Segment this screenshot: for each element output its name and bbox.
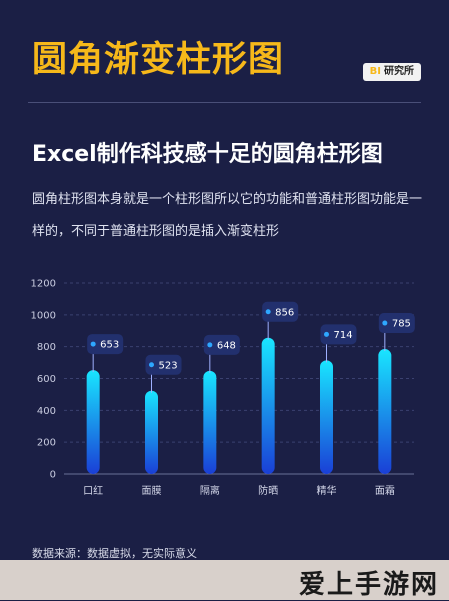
bar	[145, 390, 158, 474]
badge-prefix: BI	[369, 66, 381, 77]
bar	[378, 349, 392, 474]
brand-badge: BI 研究所	[362, 63, 421, 81]
data-label-background	[145, 354, 182, 375]
data-label-background	[203, 334, 240, 355]
page-title: 圆角渐变柱形图	[32, 40, 285, 80]
data-marker	[265, 309, 271, 315]
x-tick-label: 面霜	[375, 485, 395, 497]
data-label: 714	[334, 330, 353, 341]
x-tick-label: 面膜	[142, 485, 162, 497]
y-tick-label: 400	[37, 406, 56, 417]
bar	[203, 370, 217, 474]
data-marker	[382, 320, 388, 326]
badge-text: 研究所	[384, 66, 414, 77]
bar	[261, 337, 275, 474]
data-marker	[324, 331, 329, 337]
y-tick-label: 1000	[31, 310, 56, 321]
x-tick-label: 口红	[83, 484, 103, 497]
x-tick-label: 隔离	[200, 484, 220, 497]
data-label: 648	[217, 340, 236, 351]
y-tick-label: 800	[37, 342, 56, 353]
y-tick-label: 0	[50, 470, 56, 481]
data-label: 856	[275, 307, 294, 318]
data-label-background	[87, 334, 124, 355]
data-marker	[207, 342, 213, 348]
data-label: 523	[159, 360, 178, 371]
x-tick-label: 精华	[317, 484, 337, 497]
bar-chart: 0 200 400 600 800 1000 1200 653 口红 523 面膜 648 隔离 856…	[31, 279, 415, 497]
header-divider	[28, 102, 421, 103]
source-note: 数据来源：数据虚拟，无实际意义	[32, 547, 197, 560]
description: 圆角柱形图本身就是一个柱形图所以它的功能和普通柱形图功能是一样的，不同于普通柱形…	[32, 192, 423, 239]
subtitle: Excel制作科技感十足的圆角柱形图	[32, 142, 383, 167]
watermark-band: 爱上手游网	[0, 560, 449, 600]
y-tick-label: 200	[37, 438, 56, 449]
data-label-background	[378, 313, 415, 334]
x-tick-label: 防晒	[258, 484, 278, 497]
data-marker	[90, 341, 96, 347]
y-tick-label: 600	[37, 374, 56, 385]
data-label-background	[320, 324, 357, 345]
data-label: 785	[392, 319, 411, 330]
watermark-text: 爱上手游网	[298, 570, 439, 600]
data-label-background	[262, 301, 299, 322]
bar	[320, 360, 333, 474]
data-marker	[149, 362, 154, 368]
bar	[86, 370, 100, 474]
data-label: 653	[100, 340, 119, 351]
y-tick-label: 1200	[31, 279, 56, 290]
